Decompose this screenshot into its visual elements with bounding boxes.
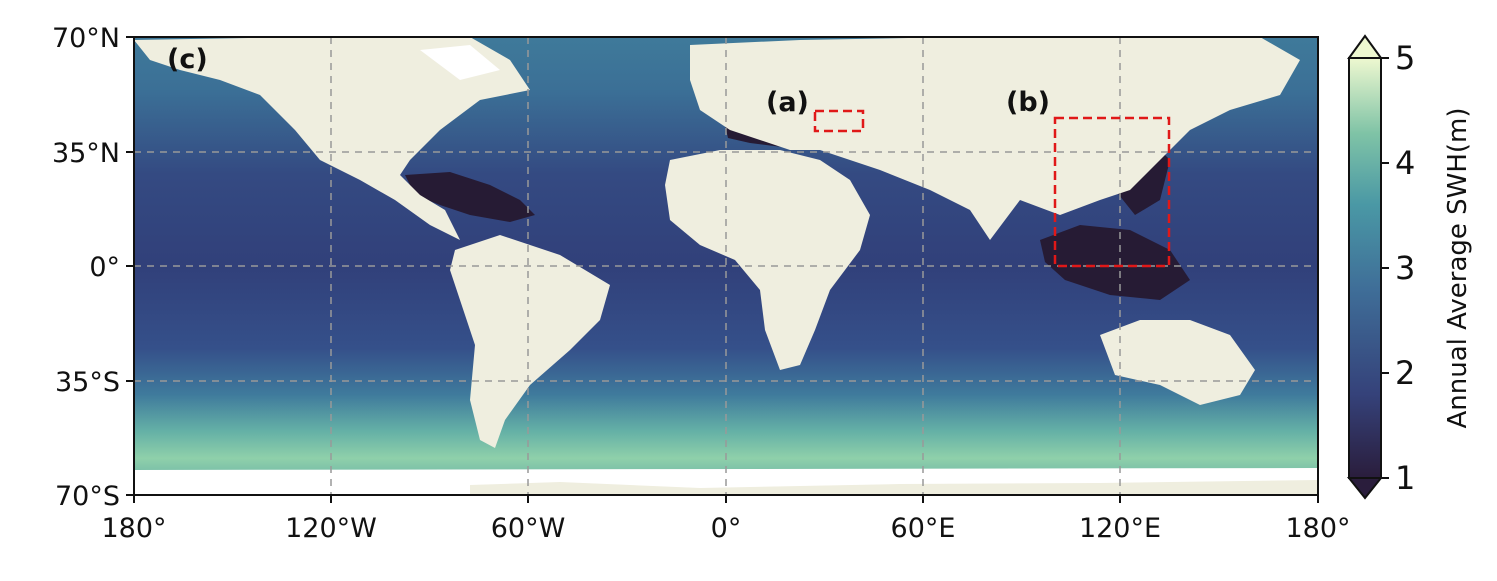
lon-tick-label: 180° [101, 513, 166, 544]
eurasia [690, 37, 1300, 240]
lon-tick-label: 0° [711, 513, 742, 544]
region-box-b [1053, 116, 1171, 268]
lon-tick-label: 180° [1285, 513, 1350, 544]
colorbar-tick-label: 4 [1395, 144, 1415, 182]
australia [1100, 320, 1255, 405]
panel-label-a: (a) [766, 87, 809, 118]
antarctica-coast [470, 480, 1318, 495]
indonesian-seas [1040, 225, 1190, 300]
lon-tick-labels: 180° 120°W 60°W 0° 60°E 120°E 180° [101, 495, 1351, 544]
arctic-ice [420, 45, 500, 80]
lat-tick-label: 35°N [52, 138, 120, 169]
lat-tick-labels: 70°N 35°N 0° 35°S 70°S [52, 23, 134, 512]
region-boxes [813, 109, 1171, 268]
lon-tick-label: 60°W [491, 513, 566, 544]
africa [665, 150, 870, 370]
lat-tick-label: 0° [89, 252, 120, 283]
lon-tick-label: 120°E [1079, 513, 1161, 544]
south-america [450, 235, 610, 448]
land-masses [134, 37, 1318, 495]
colorbar-tick-label: 5 [1395, 39, 1415, 77]
panel-label-c: (c) [167, 44, 208, 75]
colorbar-tick-label: 2 [1395, 354, 1415, 392]
gulf-caribbean [405, 172, 535, 222]
map-area [134, 37, 1318, 495]
colorbar-title: Annual Average SWH(m) [1443, 107, 1473, 428]
lat-tick-label: 70°S [55, 481, 120, 512]
lat-tick-label: 70°N [52, 23, 120, 54]
colorbar: 1 2 3 4 5 Annual Average SWH(m) [1346, 34, 1473, 500]
region-box-a [813, 109, 865, 133]
lon-tick-label: 60°E [891, 513, 956, 544]
north-america [134, 37, 530, 240]
lat-tick-label: 35°S [55, 367, 120, 398]
colorbar-extend-max [1347, 34, 1383, 59]
colorbar-gradient [1349, 58, 1381, 478]
lon-tick-label: 120°W [285, 513, 377, 544]
colorbar-tick-label: 3 [1395, 249, 1415, 287]
panel-label-b: (b) [1006, 87, 1050, 118]
colorbar-extend-min [1346, 477, 1384, 500]
graticule [134, 37, 1318, 495]
colorbar-tick-label: 1 [1395, 459, 1415, 497]
